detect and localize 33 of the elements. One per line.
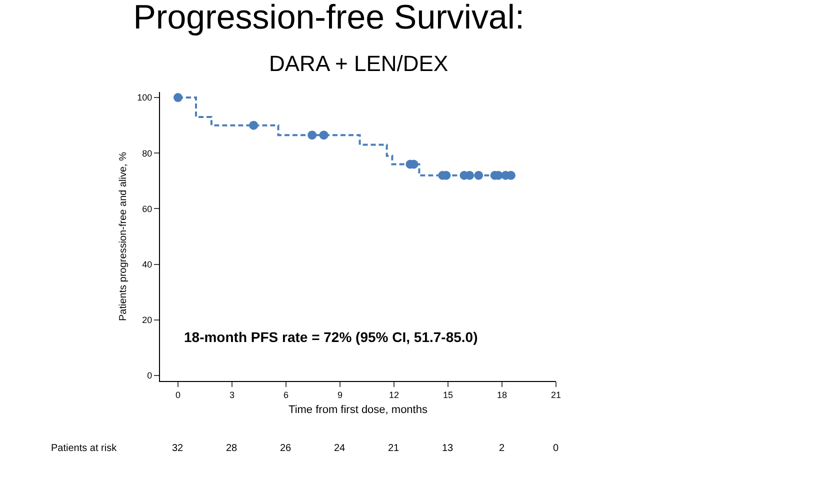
x-axis-title: Time from first dose, months [288,404,428,416]
x-tick-label: 21 [550,390,562,400]
point [308,130,317,140]
text: 0 [553,443,559,454]
text: Patients at risk [51,443,118,454]
point [474,170,484,180]
x-tick-label: 9 [337,390,343,400]
chart-subtitle: DARA + LEN/DEX [269,51,448,76]
y-axis-title: Patients progression-free and alive, % [118,152,130,321]
x-tick-label: 15 [442,390,454,400]
point [249,120,258,130]
annotation: 18-month PFS rate = 72% (95% CI, 51.7-85.0) [184,329,478,345]
y-tick-label: 20 [142,315,152,326]
point [319,130,328,140]
text: 32 [172,443,184,454]
y-tick-label: 40 [142,259,152,270]
text: 21 [388,443,400,454]
x-tick-label: 3 [229,390,235,400]
x-tick-label: 6 [283,390,289,400]
y-tick-label: 80 [142,148,152,158]
x-tick-label: 0 [175,390,181,400]
text: 24 [334,443,346,454]
point [174,93,182,102]
y-tick-label: 100 [137,92,152,103]
chart-title: Progression-free Survival: [133,0,524,37]
text: 26 [280,443,292,454]
y-tick-label: 60 [142,204,152,214]
x-tick-label: 18 [496,390,508,400]
y-tick-label: 0 [147,370,152,381]
text: 13 [442,443,454,454]
text: 2 [499,443,505,454]
text: 28 [226,443,238,454]
x-tick-label: 12 [388,390,400,400]
